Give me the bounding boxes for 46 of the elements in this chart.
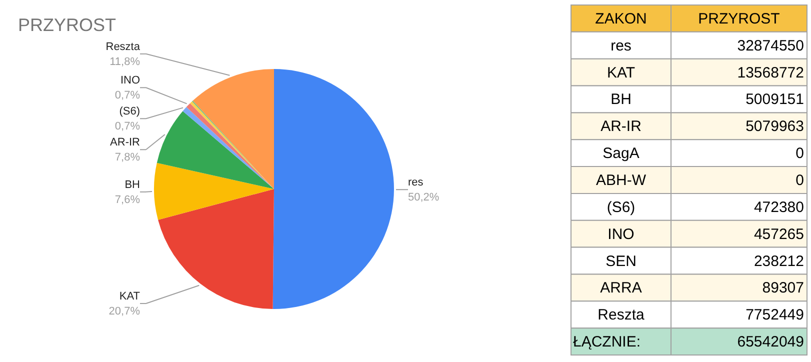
slice-label: KAT	[119, 290, 140, 303]
category-label: Reszta	[598, 306, 645, 324]
pie-slice	[156, 111, 274, 189]
pie-slice	[158, 189, 274, 309]
text: 65542049	[737, 334, 804, 351]
slice-label: Reszta	[106, 40, 141, 53]
category-label: ARRA	[600, 280, 642, 297]
text: PRZYROST	[698, 10, 780, 28]
data-label: 0,7%	[114, 90, 140, 102]
data-label: 89307	[762, 280, 804, 297]
category-label: res	[610, 37, 632, 54]
data-label: 0,7%	[114, 120, 140, 133]
data-label: 7,8%	[114, 152, 140, 164]
slice-label: BH	[124, 178, 140, 191]
data-label: 0	[796, 145, 804, 162]
text: ŁĄCZNIE:	[573, 334, 641, 351]
data-label: 7752449	[746, 306, 804, 324]
data-label: 472380	[754, 198, 804, 216]
category-label: (S6)	[606, 198, 636, 216]
data-label: 7,6%	[114, 194, 140, 206]
data-label: 32874550	[737, 37, 804, 54]
data-label: 11,8%	[110, 56, 140, 68]
pie-slice	[154, 162, 274, 220]
chart-title: PRZYROST	[18, 15, 116, 35]
data-label: 13568772	[737, 64, 804, 82]
category-label: BH	[610, 91, 632, 108]
category-label: KAT	[606, 64, 636, 82]
data-label: 20,7%	[108, 306, 140, 318]
category-label: SEN	[606, 252, 636, 270]
data-label: 5079963	[746, 118, 804, 136]
text: ZAKON	[595, 10, 647, 28]
data-label: 457265	[754, 226, 804, 243]
pie-slice	[192, 69, 274, 189]
data-label: 238212	[754, 252, 804, 270]
data-label: 50,2%	[408, 192, 440, 204]
data-label: 5009151	[746, 91, 804, 108]
slice-label: AR-IR	[110, 136, 140, 149]
pie-slice	[272, 69, 394, 309]
slice-label: INO	[120, 74, 140, 87]
category-label: SagA	[602, 145, 640, 162]
category-label: ABH-W	[596, 172, 647, 189]
data-label: 0	[796, 172, 804, 189]
category-label: INO	[608, 226, 634, 243]
category-label: AR-IR	[600, 118, 642, 136]
slice-label: res	[408, 176, 424, 189]
slice-label: (S6)	[119, 106, 140, 118]
